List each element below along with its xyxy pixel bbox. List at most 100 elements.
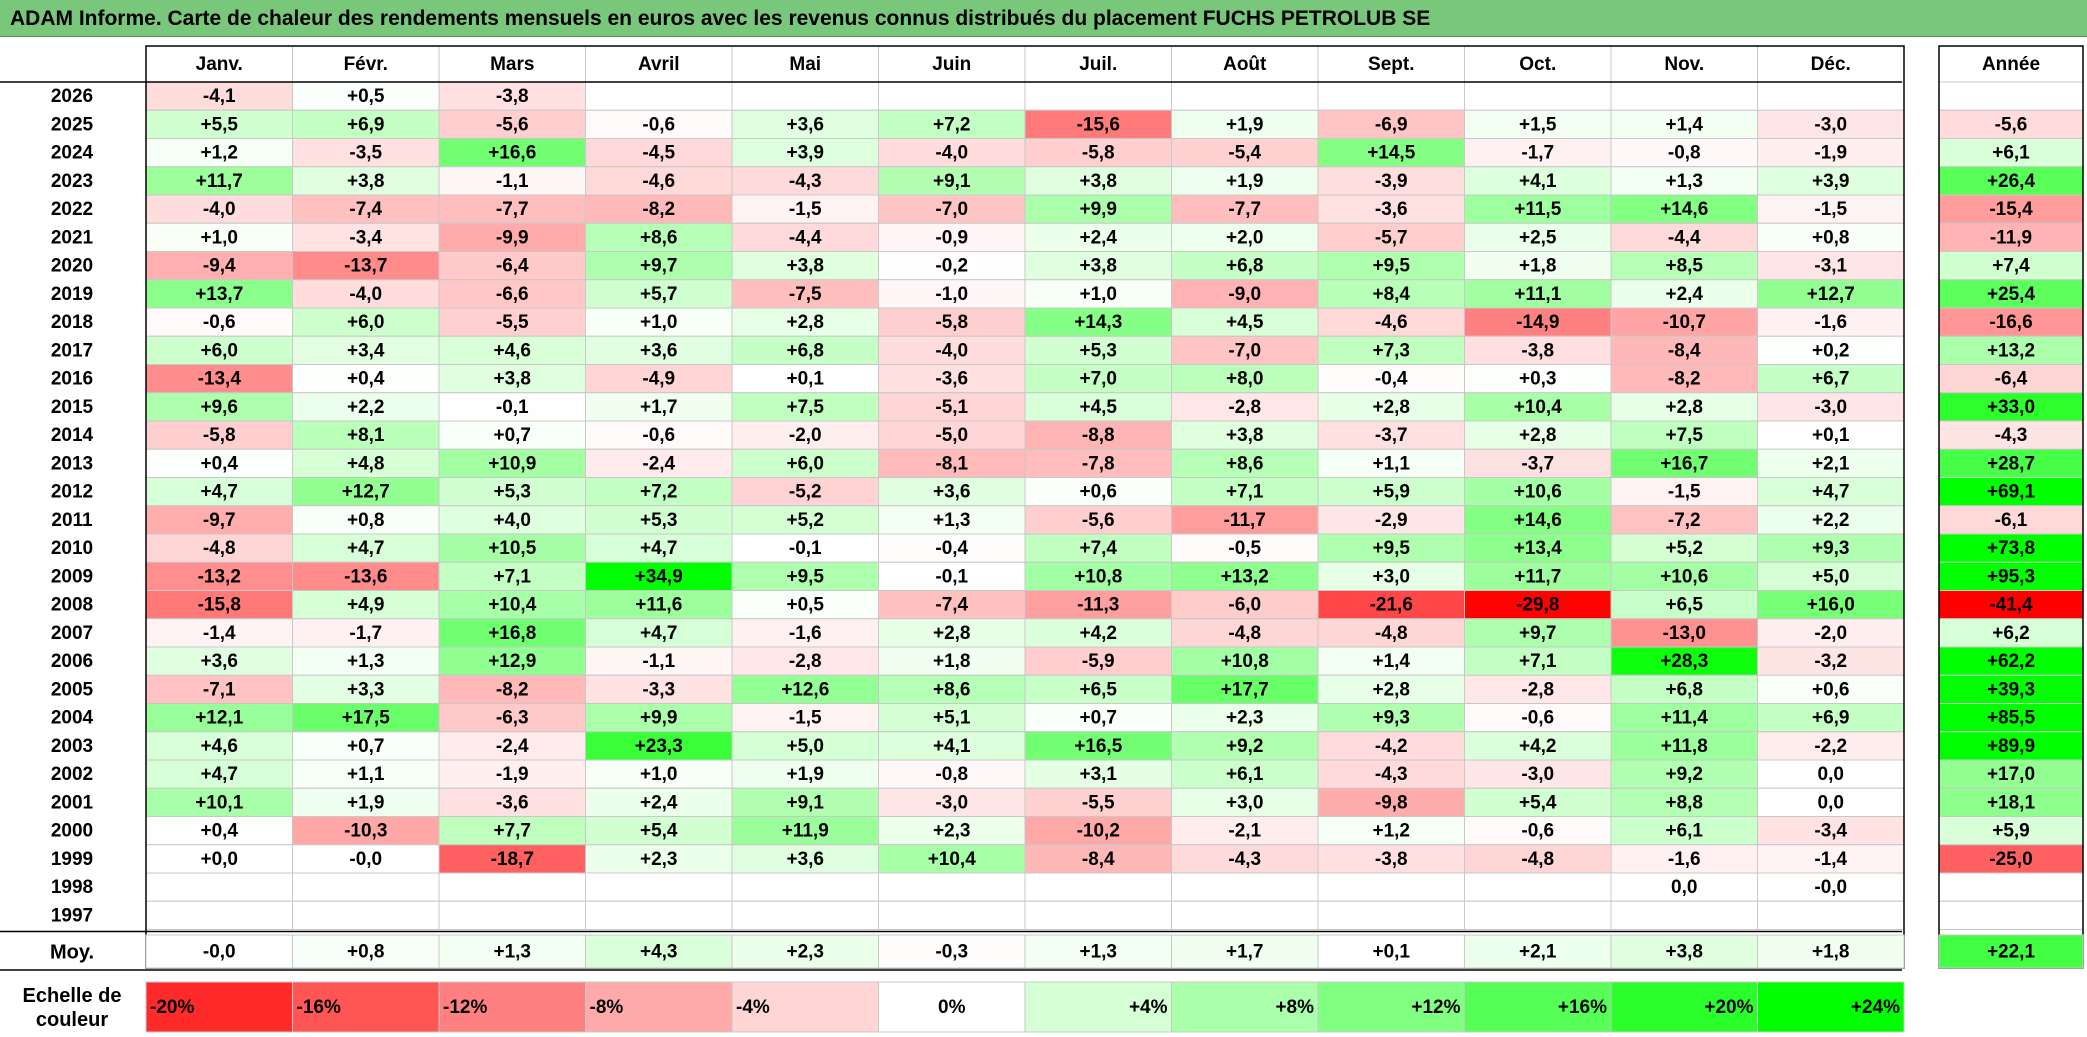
heat-cell bbox=[1171, 392, 1319, 422]
annual-label: +62,2 bbox=[1987, 651, 2035, 672]
heat-cell bbox=[1610, 590, 1758, 620]
heat-cell bbox=[1464, 674, 1612, 704]
heat-label: +1,3 bbox=[933, 510, 971, 531]
month-header-label: Août bbox=[1223, 54, 1267, 75]
heat-cell bbox=[1171, 222, 1319, 252]
heat-label: -9,7 bbox=[203, 510, 236, 531]
heat-cell bbox=[1757, 109, 1905, 139]
year-label: 2020 bbox=[51, 256, 93, 277]
heat-label: -4,3 bbox=[1228, 849, 1261, 870]
heat-label: -7,4 bbox=[349, 199, 382, 220]
annual-label: -41,4 bbox=[1989, 595, 2033, 616]
heat-label: +11,7 bbox=[196, 171, 243, 192]
average-label: -0,0 bbox=[203, 942, 236, 963]
heat-label: +8,5 bbox=[1665, 256, 1703, 277]
heat-label: +5,3 bbox=[493, 482, 531, 503]
month-header-label: Janv. bbox=[196, 54, 243, 75]
heat-label: -3,6 bbox=[496, 792, 529, 813]
heat-cell bbox=[1610, 816, 1758, 846]
heat-cell bbox=[1610, 759, 1758, 789]
heat-label: +4,7 bbox=[640, 538, 678, 559]
heat-label: +1,8 bbox=[1519, 256, 1557, 277]
heat-cell bbox=[145, 533, 293, 563]
heat-cell bbox=[145, 279, 293, 309]
scale-swatch-cell bbox=[1757, 981, 1905, 1033]
heat-label: +2,8 bbox=[1665, 397, 1703, 418]
heat-label: -4,9 bbox=[642, 369, 675, 390]
heat-label: +9,7 bbox=[1519, 623, 1557, 644]
heat-cell bbox=[1757, 138, 1905, 168]
heat-cell bbox=[731, 872, 879, 902]
heat-cell bbox=[1610, 674, 1758, 704]
heat-cell bbox=[1317, 505, 1465, 535]
heat-cell bbox=[438, 816, 586, 846]
heat-cell bbox=[585, 731, 733, 761]
heat-label: -1,9 bbox=[1814, 143, 1847, 164]
scale-swatch-label: +12% bbox=[1411, 997, 1460, 1018]
heat-label: -7,0 bbox=[1228, 340, 1261, 361]
heat-label: -5,0 bbox=[935, 425, 968, 446]
heat-cell bbox=[1464, 335, 1612, 365]
heat-label: -1,5 bbox=[789, 199, 822, 220]
heat-cell bbox=[1610, 505, 1758, 535]
month-header-label: Déc. bbox=[1811, 54, 1851, 75]
heat-cell bbox=[1171, 364, 1319, 394]
annual-label: -11,9 bbox=[1990, 227, 2032, 248]
annual-label: +85,5 bbox=[1987, 708, 2036, 729]
heat-label: +6,7 bbox=[1812, 369, 1850, 390]
average-label: +2,1 bbox=[1519, 942, 1557, 963]
average-label: +3,8 bbox=[1665, 942, 1703, 963]
heat-label: +4,0 bbox=[493, 510, 531, 531]
heat-cell bbox=[878, 900, 1026, 930]
heat-cell bbox=[145, 646, 293, 676]
heat-cell bbox=[1171, 194, 1319, 224]
average-cell bbox=[1610, 934, 1758, 969]
heat-cell bbox=[145, 759, 293, 789]
heat-cell bbox=[585, 109, 733, 139]
heat-cell bbox=[145, 392, 293, 422]
heat-label: +1,9 bbox=[347, 792, 385, 813]
heat-label: +5,1 bbox=[933, 708, 971, 729]
heat-label: -0,1 bbox=[935, 566, 968, 587]
heat-label: +0,8 bbox=[1812, 227, 1850, 248]
heat-label: +12,7 bbox=[342, 482, 390, 503]
heat-label: +14,3 bbox=[1074, 312, 1122, 333]
annual-label: +6,1 bbox=[1992, 143, 2030, 164]
heat-label: -2,4 bbox=[642, 453, 675, 474]
scale-swatch-label: 0% bbox=[938, 997, 966, 1018]
heat-cell bbox=[878, 590, 1026, 620]
heat-cell bbox=[1464, 194, 1612, 224]
heat-label: -7,8 bbox=[1082, 453, 1115, 474]
heat-label: +3,4 bbox=[347, 340, 385, 361]
year-label: 1999 bbox=[51, 849, 93, 870]
heat-cell bbox=[731, 787, 879, 817]
heat-label: -1,1 bbox=[496, 171, 529, 192]
year-label: 2021 bbox=[51, 227, 94, 248]
heat-cell bbox=[731, 448, 879, 478]
heat-label: -1,1 bbox=[642, 651, 675, 672]
heat-cell bbox=[292, 81, 440, 111]
month-header-label: Juil. bbox=[1079, 54, 1117, 75]
heat-label: +5,2 bbox=[1665, 538, 1703, 559]
heat-cell bbox=[731, 279, 879, 309]
heat-cell bbox=[1317, 364, 1465, 394]
annual-cell bbox=[1938, 533, 2084, 563]
heat-label: -3,0 bbox=[1814, 397, 1847, 418]
heat-cell bbox=[1464, 900, 1612, 930]
heat-cell bbox=[1171, 618, 1319, 648]
annual-label: +6,2 bbox=[1992, 623, 2030, 644]
month-header-label: Sept. bbox=[1368, 54, 1414, 75]
annual-cell bbox=[1938, 364, 2084, 394]
average-annual-cell bbox=[1938, 934, 2084, 969]
heat-label: 0,0 bbox=[1818, 764, 1844, 785]
heat-label: +6,1 bbox=[1665, 821, 1703, 842]
heat-label: -2,8 bbox=[789, 651, 822, 672]
year-label: 2023 bbox=[51, 171, 93, 192]
heat-cell bbox=[1317, 477, 1465, 507]
heat-cell bbox=[1317, 420, 1465, 450]
heat-cell bbox=[292, 364, 440, 394]
heat-label: +16,0 bbox=[1807, 595, 1855, 616]
heat-cell bbox=[1171, 251, 1319, 281]
heat-cell bbox=[1024, 307, 1172, 337]
heat-label: +7,5 bbox=[1665, 425, 1703, 446]
